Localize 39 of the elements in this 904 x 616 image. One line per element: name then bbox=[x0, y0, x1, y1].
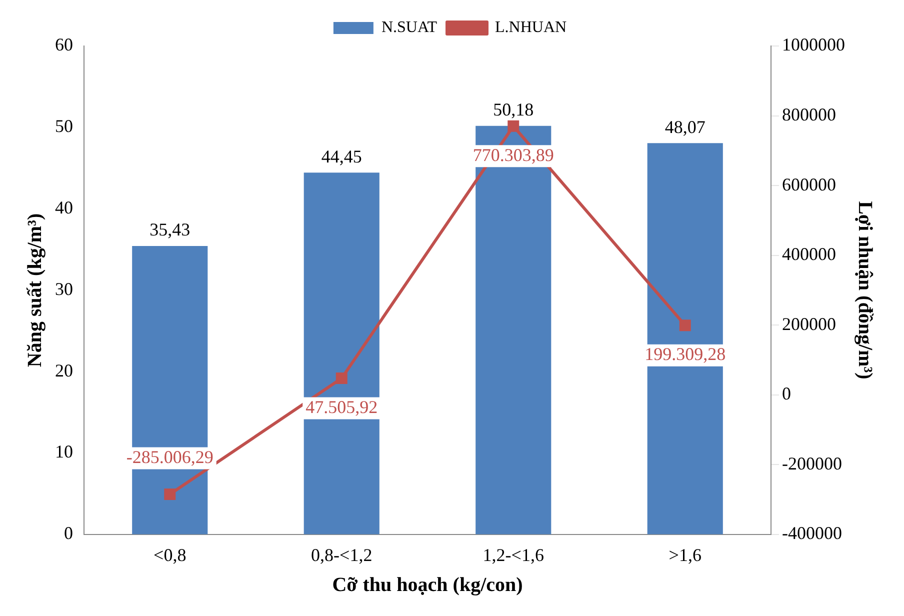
data-label: 770.303,89 bbox=[472, 144, 554, 165]
bar bbox=[304, 172, 380, 534]
y-tick-label: 30 bbox=[55, 278, 73, 299]
point bbox=[508, 120, 520, 132]
x-tick-label: <0,8 bbox=[154, 544, 186, 565]
y-tick-label: 60 bbox=[55, 34, 73, 55]
y2-axis-title: Lợi nhuận (đồng/m³) bbox=[854, 201, 876, 380]
bar bbox=[647, 143, 723, 534]
data-label: 47.505,92 bbox=[306, 397, 378, 418]
data-label: 50,18 bbox=[493, 100, 534, 120]
bar bbox=[476, 126, 552, 534]
x-axis-title: Cỡ thu hoạch (kg/con) bbox=[332, 574, 523, 596]
y2-tick-label: -400000 bbox=[782, 523, 842, 544]
y2-tick-label: 600000 bbox=[782, 174, 836, 194]
data-label: 199.309,28 bbox=[644, 344, 726, 364]
y-tick-label: 40 bbox=[55, 198, 73, 218]
legend-label: N.SUAT bbox=[381, 19, 438, 36]
y2-tick-label: 400000 bbox=[782, 244, 836, 264]
x-tick-label: >1,6 bbox=[668, 544, 702, 565]
y2-tick-label: -200000 bbox=[782, 453, 842, 474]
data-label: -285.006,29 bbox=[126, 447, 214, 468]
y2-tick-label: 200000 bbox=[782, 314, 836, 334]
y2-tick-label: 0 bbox=[782, 384, 791, 404]
y-tick-label: 20 bbox=[55, 360, 73, 380]
point bbox=[679, 320, 691, 332]
x-tick-label: 1,2-<1,6 bbox=[482, 544, 544, 565]
point bbox=[164, 488, 176, 500]
legend-label: L.NHUAN bbox=[495, 19, 567, 36]
y-tick-label: 0 bbox=[64, 523, 73, 544]
data-label: 44,45 bbox=[321, 146, 362, 166]
data-label: 35,43 bbox=[150, 220, 190, 240]
y2-tick-label: 800000 bbox=[782, 104, 836, 125]
y-tick-label: 10 bbox=[55, 442, 73, 462]
y2-tick-label: 1000000 bbox=[782, 34, 845, 55]
y-axis-title: Năng suất (kg/m³) bbox=[24, 213, 46, 368]
data-label: 48,07 bbox=[664, 116, 706, 137]
x-tick-label: 0,8-<1,2 bbox=[311, 544, 372, 565]
point bbox=[336, 372, 348, 384]
y-tick-label: 50 bbox=[55, 116, 73, 136]
